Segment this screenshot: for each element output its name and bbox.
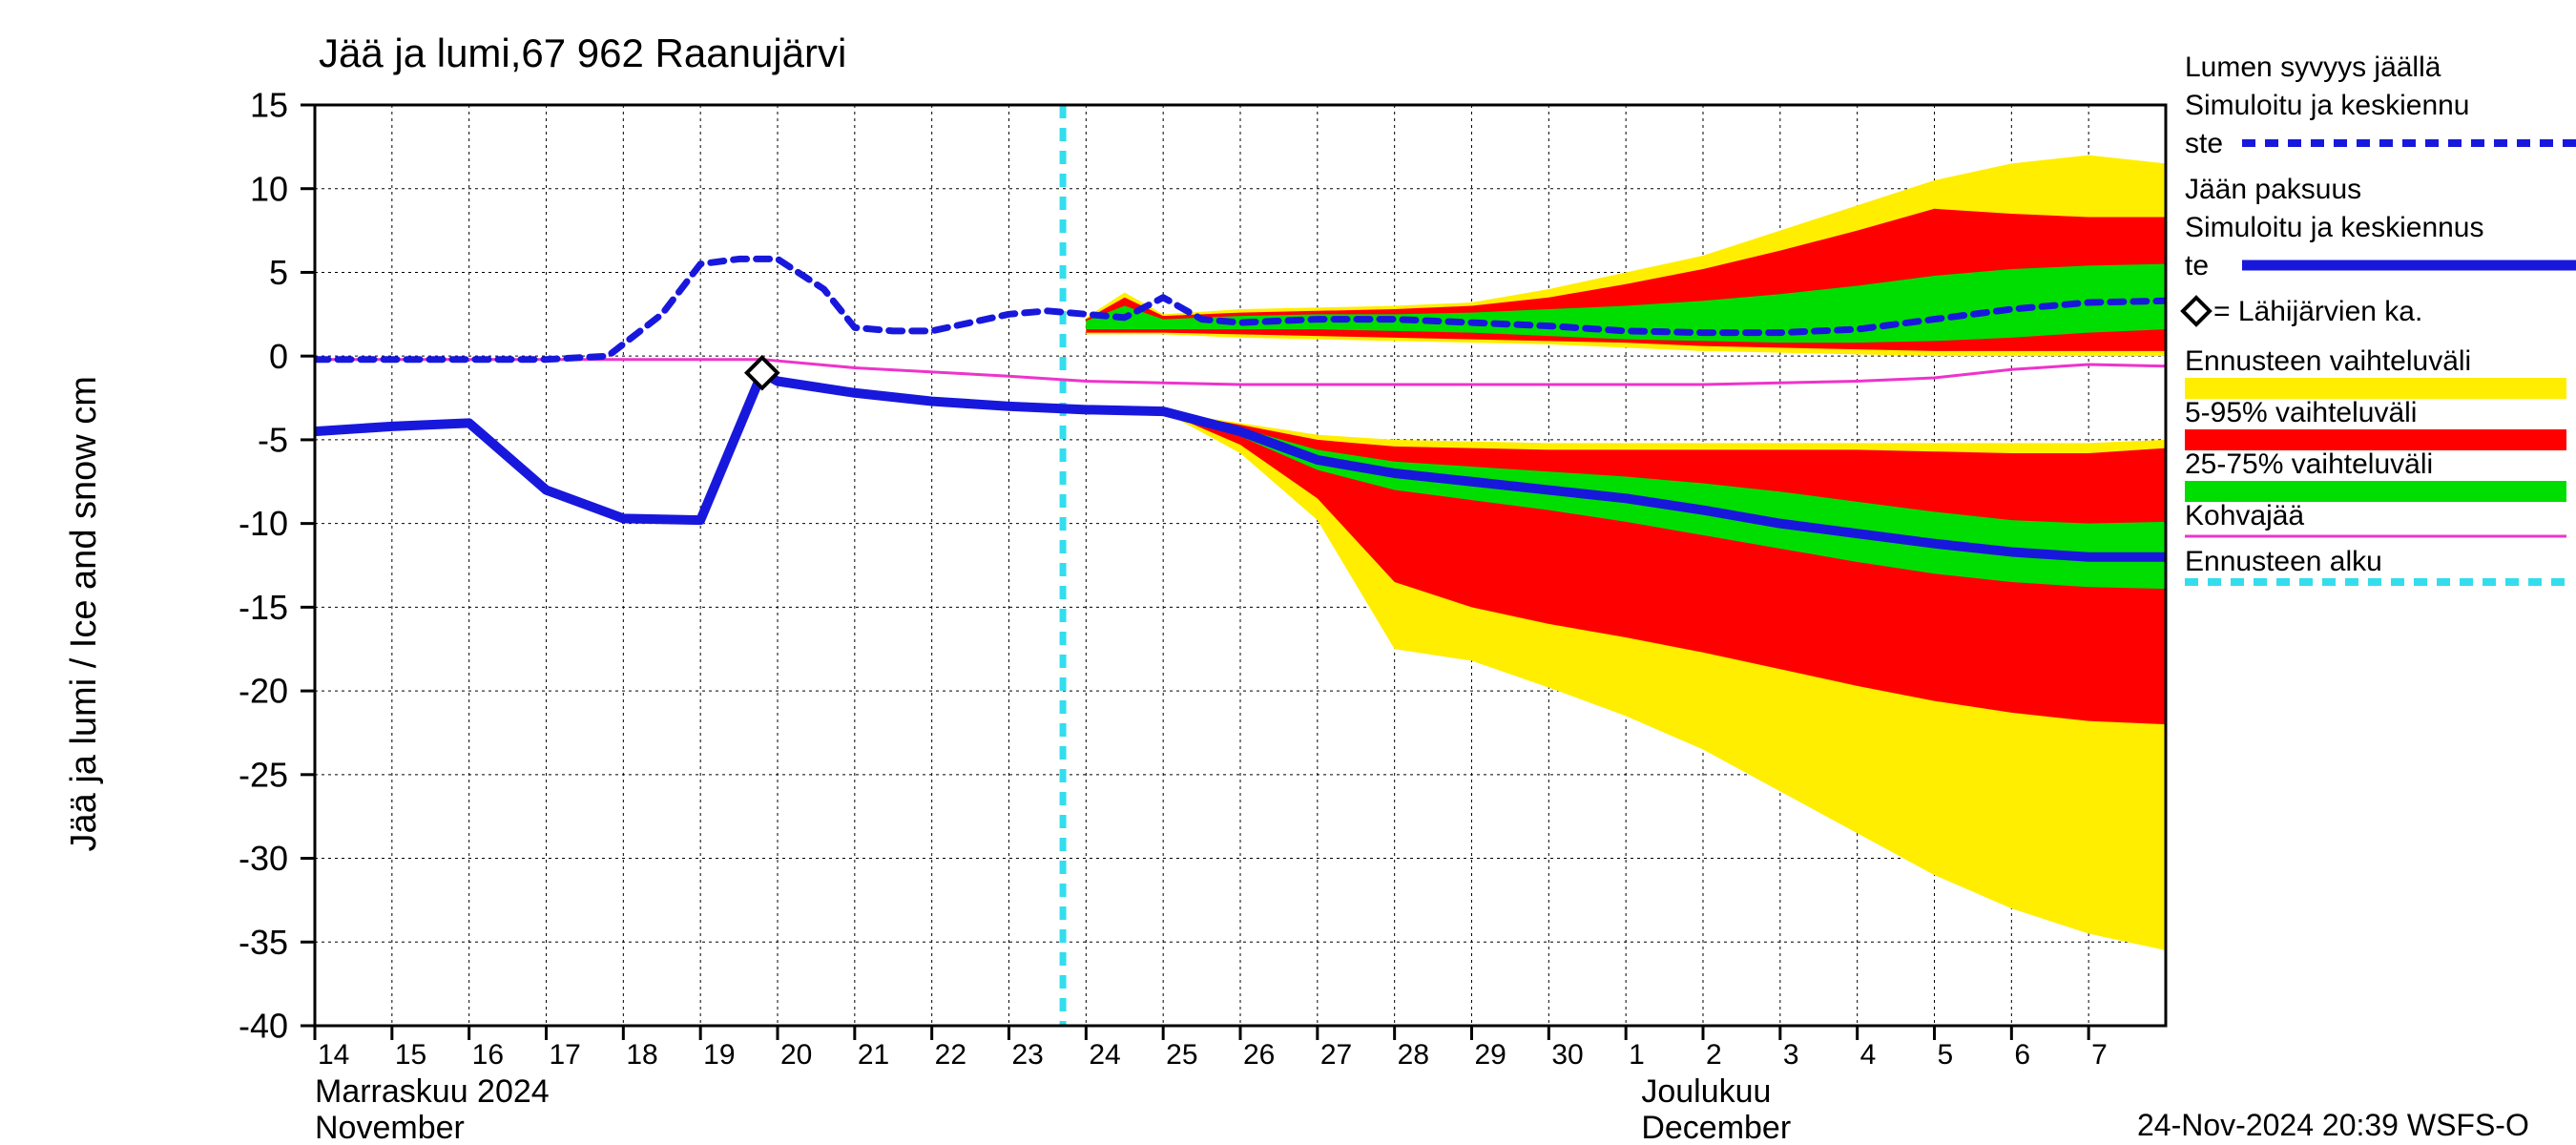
x-tick-label: 26 [1243, 1039, 1275, 1071]
x-tick-label: 5 [1938, 1039, 1954, 1071]
legend-swatch [2185, 378, 2566, 399]
y-tick-label: -15 [239, 588, 288, 627]
legend-swatch [2185, 429, 2566, 450]
x-tick-label: 25 [1166, 1039, 1197, 1071]
legend-text: Lumen syvyys jäällä [2185, 52, 2441, 83]
x-tick-label: 6 [2014, 1039, 2030, 1071]
x-tick-label: 3 [1783, 1039, 1799, 1071]
legend-text: 5-95% vaihteluväli [2185, 397, 2417, 428]
x-tick-label: 20 [780, 1039, 812, 1071]
x-tick-label: 7 [2091, 1039, 2108, 1071]
y-tick-label: -10 [239, 504, 288, 543]
y-tick-label: 15 [250, 86, 288, 125]
x-tick-label: 30 [1551, 1039, 1583, 1071]
month-label: Marraskuu 2024 [315, 1073, 550, 1110]
y-axis-label: Jää ja lumi / Ice and snow cm [64, 376, 104, 851]
x-tick-label: 14 [318, 1039, 349, 1071]
x-tick-label: 19 [703, 1039, 735, 1071]
y-tick-label: -25 [239, 755, 288, 794]
legend-text: ste [2185, 128, 2223, 159]
x-tick-label: 16 [472, 1039, 504, 1071]
x-tick-label: 18 [626, 1039, 657, 1071]
legend-text: te [2185, 250, 2209, 281]
x-tick-label: 22 [935, 1039, 966, 1071]
x-tick-label: 4 [1860, 1039, 1877, 1071]
x-tick-label: 27 [1320, 1039, 1352, 1071]
y-tick-label: -35 [239, 923, 288, 962]
legend-swatch [2185, 481, 2566, 502]
x-tick-label: 21 [858, 1039, 889, 1071]
x-tick-label: 15 [395, 1039, 426, 1071]
legend-text: = Lähijärvien ka. [2213, 296, 2422, 327]
x-tick-label: 29 [1475, 1039, 1506, 1071]
y-tick-label: -30 [239, 839, 288, 878]
month-label-en: December [1641, 1110, 1791, 1145]
legend-text: Simuloitu ja keskiennus [2185, 212, 2484, 243]
y-tick-label: 0 [269, 337, 288, 376]
legend-text: Kohvajää [2185, 500, 2304, 531]
legend-text: Ennusteen alku [2185, 546, 2382, 577]
ice-snow-forecast-chart: 151050-5-10-15-20-25-30-35-4014151617181… [0, 0, 2576, 1145]
legend-text: Simuloitu ja keskiennu [2185, 90, 2470, 121]
legend-text: Jään paksuus [2185, 174, 2361, 205]
x-tick-label: 28 [1398, 1039, 1429, 1071]
y-tick-label: 5 [269, 253, 288, 292]
x-tick-label: 1 [1629, 1039, 1645, 1071]
y-tick-label: 10 [250, 169, 288, 208]
x-tick-label: 2 [1706, 1039, 1722, 1071]
x-tick-label: 17 [550, 1039, 581, 1071]
y-tick-label: -40 [239, 1007, 288, 1046]
legend-text: Ennusteen vaihteluväli [2185, 345, 2471, 377]
legend-text: 25-75% vaihteluväli [2185, 448, 2433, 480]
x-tick-label: 24 [1089, 1039, 1120, 1071]
y-tick-label: -5 [258, 421, 288, 460]
month-label: Joulukuu [1641, 1073, 1771, 1110]
chart-footer: 24-Nov-2024 20:39 WSFS-O [2137, 1108, 2529, 1142]
y-tick-label: -20 [239, 672, 288, 711]
x-tick-label: 23 [1012, 1039, 1044, 1071]
chart-title: Jää ja lumi,67 962 Raanujärvi [319, 31, 846, 75]
month-label-en: November [315, 1110, 465, 1145]
